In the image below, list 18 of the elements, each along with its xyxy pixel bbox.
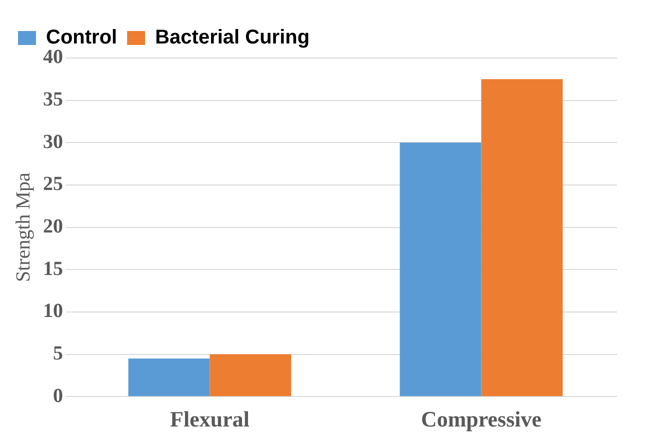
y-tick-label: 20 [43, 215, 63, 238]
y-tick-label: 40 [43, 46, 63, 68]
bar [128, 358, 210, 396]
y-axis-title: Strength Mpa [12, 172, 34, 282]
y-tick-label: 35 [43, 88, 63, 110]
x-tick-label: Flexural [170, 406, 250, 432]
legend-label: Control [46, 26, 118, 49]
y-tick-label: 5 [53, 342, 63, 364]
y-tick-label: 25 [43, 173, 63, 196]
y-tick-label: 10 [43, 300, 63, 322]
y-tick-label: 30 [43, 130, 63, 153]
legend-label: Bacterial Curing [155, 26, 310, 49]
bar [210, 354, 292, 396]
bar [481, 79, 563, 396]
bar [400, 142, 482, 396]
x-tick-label: Compressive [420, 406, 542, 432]
y-tick-label: 15 [43, 258, 63, 280]
y-tick-label: 0 [53, 384, 63, 407]
